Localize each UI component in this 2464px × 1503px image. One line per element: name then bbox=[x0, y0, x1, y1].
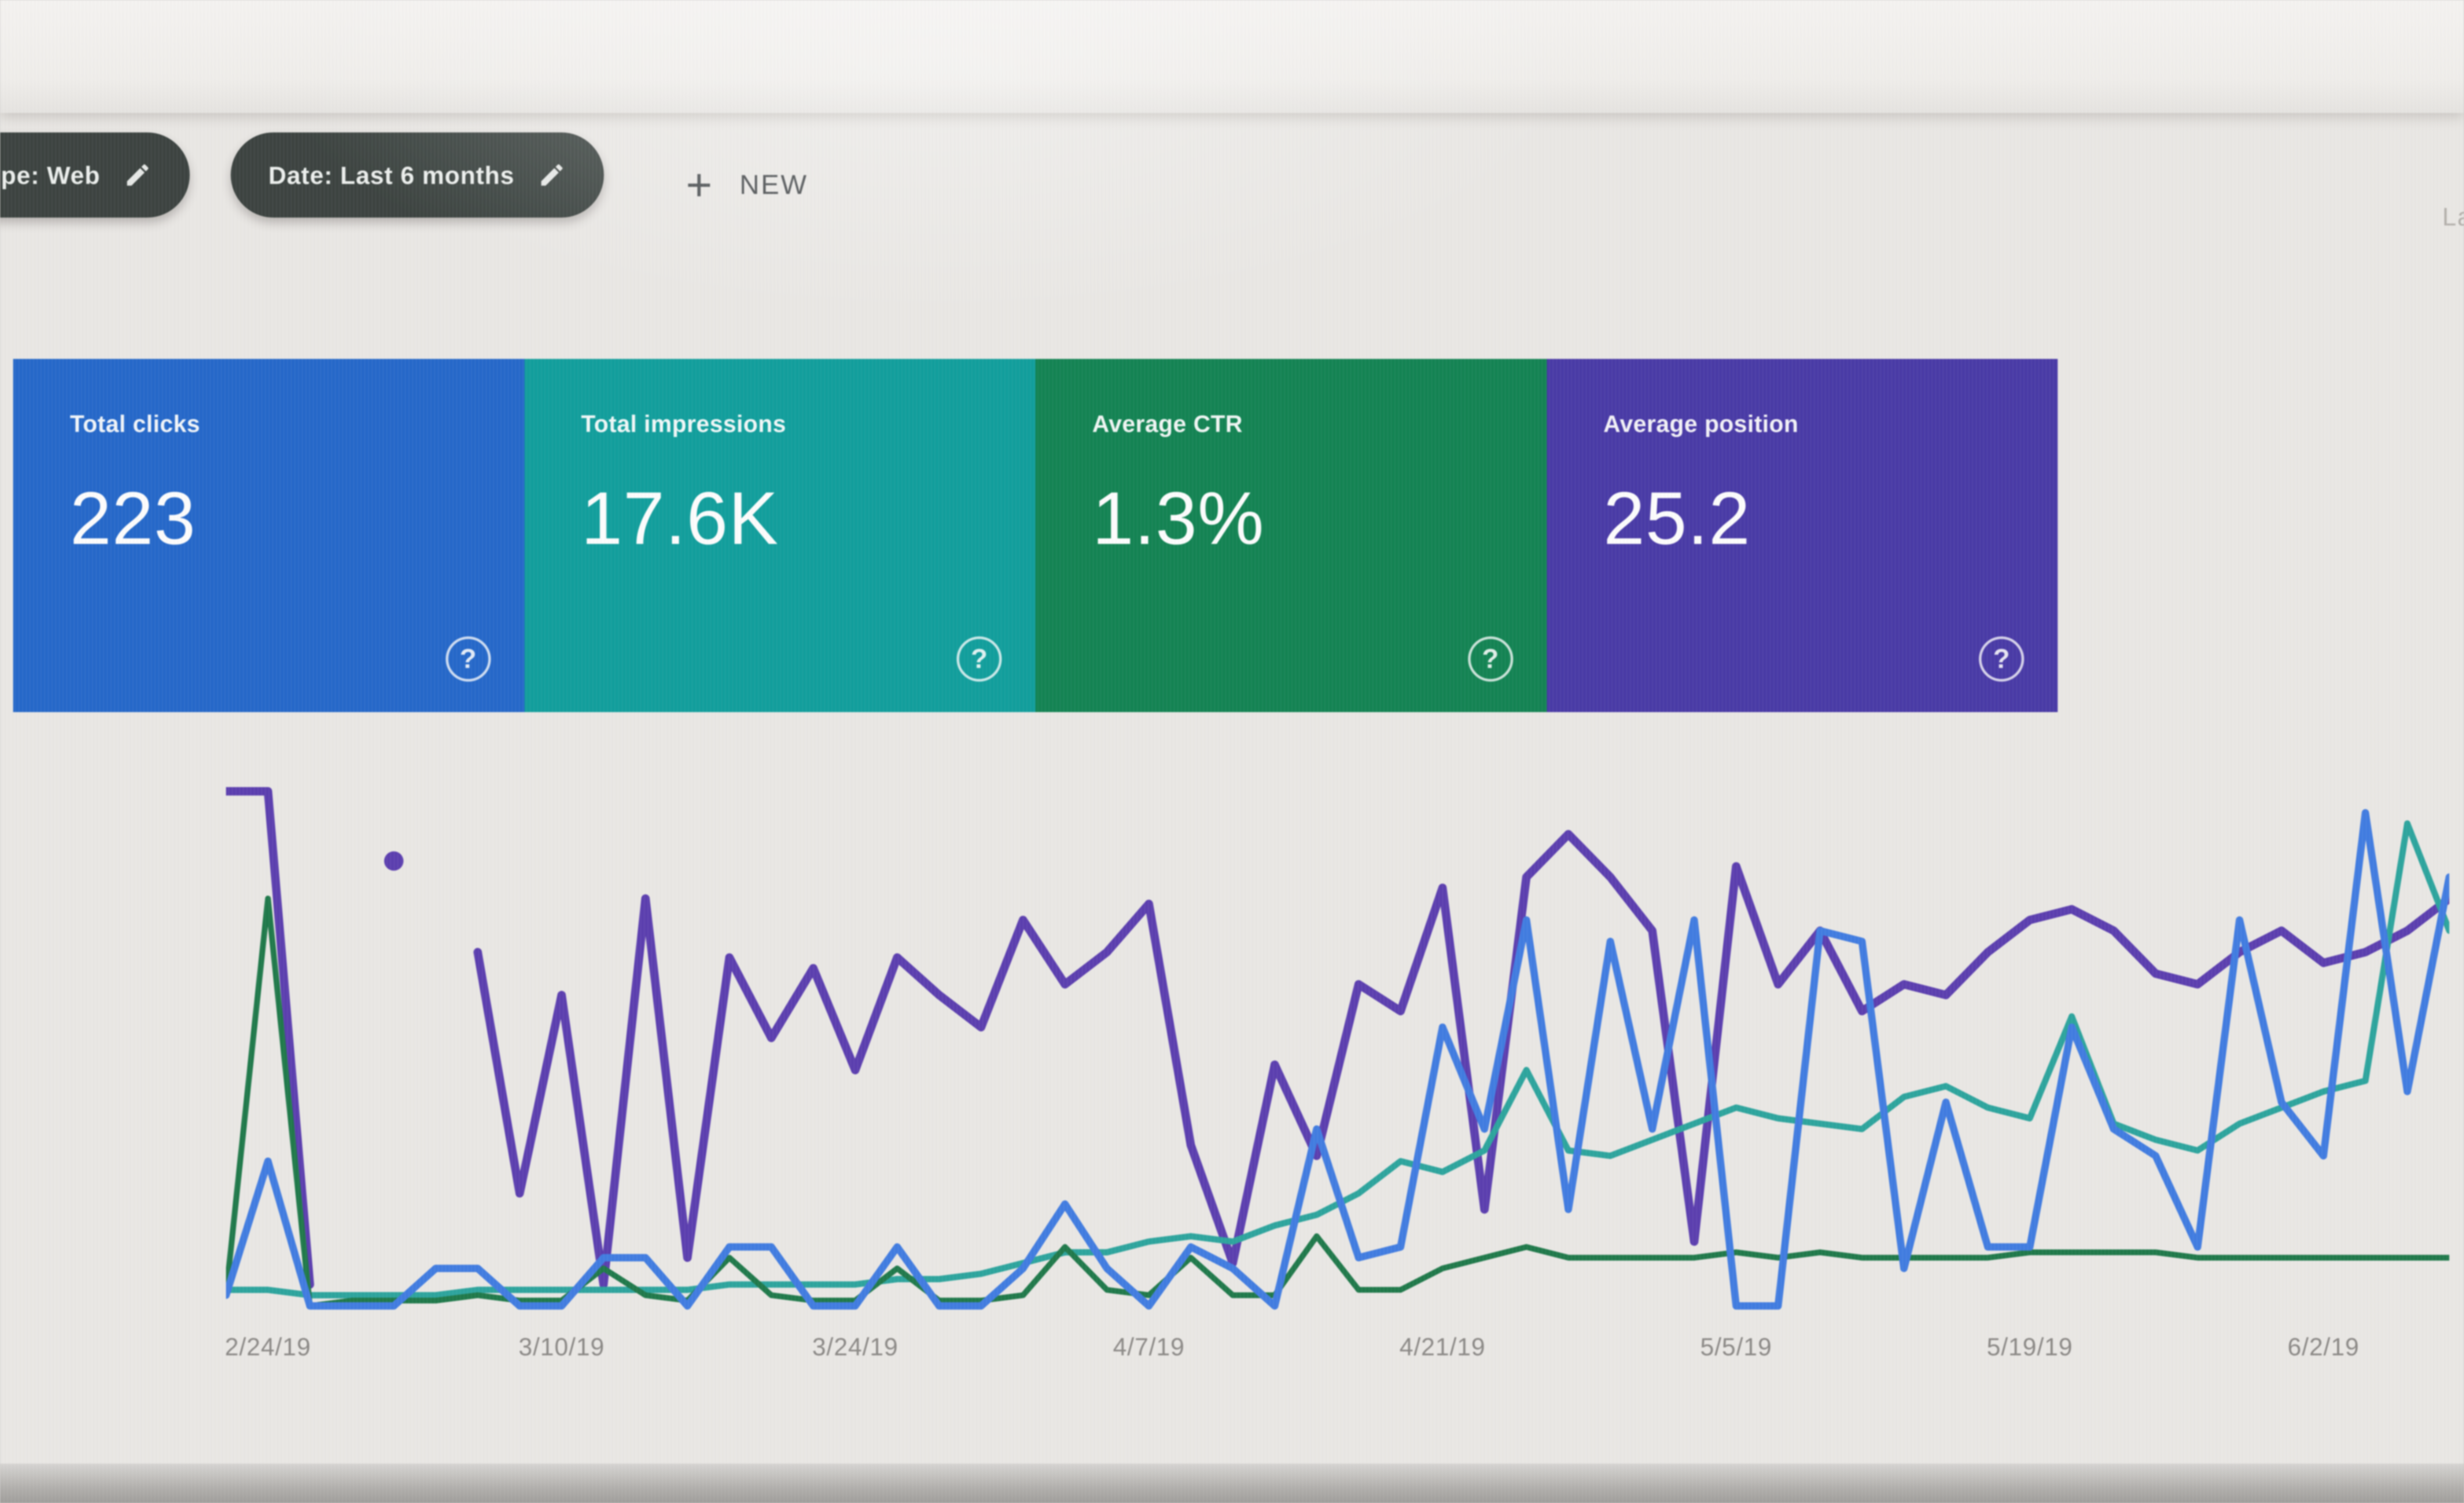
total-clicks-value: 223 bbox=[70, 477, 196, 560]
search-type-filter-chip[interactable]: type: Web bbox=[0, 132, 190, 218]
total-impressions-value: 17.6K bbox=[581, 477, 779, 560]
chart-x-axis: 2/24/19 3/10/19 3/24/19 4/7/19 4/21/19 5/5/19… bbox=[224, 1332, 2449, 1380]
help-icon[interactable]: ? bbox=[1467, 636, 1513, 682]
x-tick-label: 2/24/19 bbox=[224, 1333, 311, 1361]
edit-pencil-icon[interactable] bbox=[124, 161, 152, 189]
metric-cards-row: Total clicks 223 ? Total impressions 17.… bbox=[13, 359, 2058, 712]
total-impressions-label: Total impressions bbox=[581, 410, 786, 437]
average-ctr-value: 1.3% bbox=[1092, 477, 1265, 560]
x-tick-label: 4/21/19 bbox=[1399, 1333, 1486, 1361]
date-filter-label: Date: Last 6 months bbox=[268, 161, 515, 189]
help-icon[interactable]: ? bbox=[1979, 636, 2024, 682]
filter-bar: type: Web Date: Last 6 months + NEW bbox=[0, 130, 2464, 220]
average-ctr-card[interactable]: Average CTR 1.3% ? bbox=[1035, 359, 1547, 712]
chart-line-average-ctr bbox=[226, 895, 2449, 1309]
average-ctr-label: Average CTR bbox=[1092, 410, 1243, 437]
help-icon[interactable]: ? bbox=[445, 636, 491, 682]
total-impressions-card[interactable]: Total impressions 17.6K ? bbox=[524, 359, 1035, 712]
performance-chart-plot bbox=[226, 787, 2449, 1310]
screen-bottom-band bbox=[0, 1464, 2464, 1503]
edit-pencil-icon[interactable] bbox=[538, 161, 566, 189]
x-tick-label: 3/24/19 bbox=[812, 1333, 899, 1361]
average-position-label: Average position bbox=[1603, 410, 1799, 437]
date-filter-chip[interactable]: Date: Last 6 months bbox=[230, 132, 604, 218]
average-position-card[interactable]: Average position 25.2 ? bbox=[1546, 359, 2058, 712]
new-filter-button[interactable]: + NEW bbox=[683, 162, 812, 208]
total-clicks-card[interactable]: Total clicks 223 ? bbox=[13, 359, 525, 712]
help-icon[interactable]: ? bbox=[957, 636, 1002, 682]
screen-top-band bbox=[0, 0, 2464, 113]
truncated-right-text: La bbox=[2442, 203, 2464, 231]
chart-point-average-position bbox=[384, 851, 404, 871]
x-tick-label: 3/10/19 bbox=[518, 1333, 605, 1361]
new-button-label: NEW bbox=[740, 170, 808, 200]
x-tick-label: 6/2/19 bbox=[2287, 1333, 2359, 1361]
plus-icon: + bbox=[685, 160, 713, 210]
average-position-value: 25.2 bbox=[1603, 477, 1751, 560]
chart-line-average-position bbox=[473, 830, 2449, 1289]
x-tick-label: 5/5/19 bbox=[1700, 1333, 1772, 1361]
chart-line-average-position bbox=[226, 787, 314, 1289]
search-type-filter-label: type: Web bbox=[0, 161, 100, 189]
total-clicks-label: Total clicks bbox=[70, 410, 200, 437]
x-tick-label: 4/7/19 bbox=[1113, 1333, 1185, 1361]
chart-line-total-clicks bbox=[226, 809, 2449, 1310]
x-tick-label: 5/19/19 bbox=[1986, 1333, 2073, 1361]
performance-chart: 2/24/19 3/10/19 3/24/19 4/7/19 4/21/19 5/5/19… bbox=[0, 715, 2464, 1414]
